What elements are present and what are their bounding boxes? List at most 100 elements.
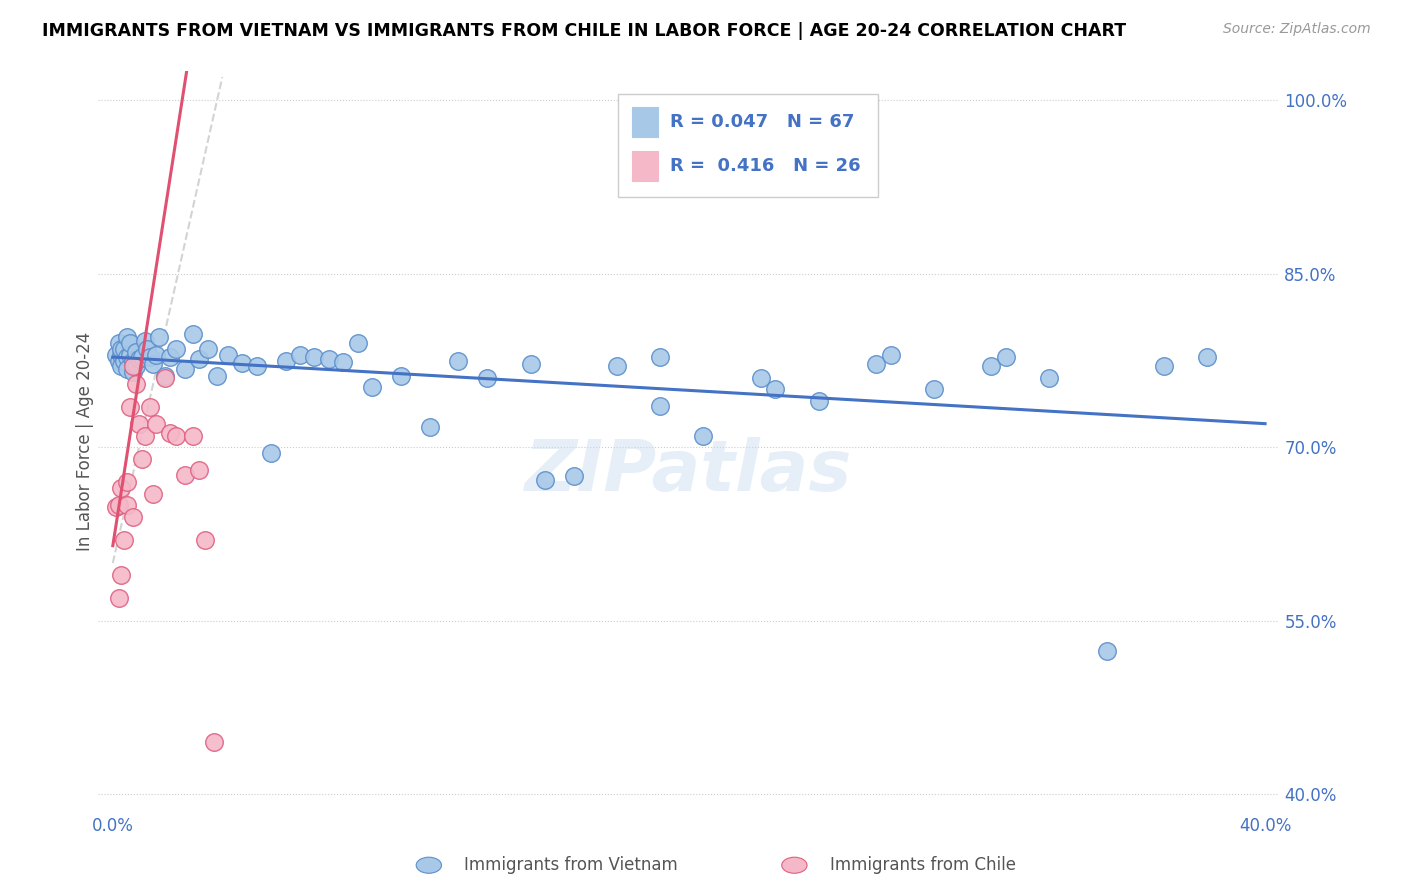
Point	[125, 345, 148, 359]
Point	[194, 533, 217, 547]
Point	[231, 356, 253, 370]
Point	[128, 417, 150, 432]
Point	[125, 359, 148, 374]
Bar	[633, 107, 658, 136]
Point	[274, 353, 297, 368]
Point	[110, 359, 132, 374]
Point	[107, 353, 129, 368]
Point	[110, 342, 132, 356]
Point	[763, 383, 786, 397]
Point	[115, 498, 138, 512]
Point	[477, 371, 499, 385]
Point	[879, 348, 901, 362]
Point	[650, 399, 672, 413]
Point	[447, 353, 470, 368]
Point	[122, 509, 145, 524]
Point	[562, 469, 585, 483]
Y-axis label: In Labor Force | Age 20-24: In Labor Force | Age 20-24	[76, 332, 94, 551]
Point	[120, 400, 142, 414]
Point	[217, 348, 239, 362]
Text: R =  0.416   N = 26: R = 0.416 N = 26	[671, 157, 860, 175]
Point	[1095, 644, 1118, 658]
Point	[142, 357, 165, 371]
Point	[183, 429, 205, 443]
Point	[115, 361, 138, 376]
Point	[188, 352, 211, 367]
Point	[104, 348, 127, 362]
Point	[107, 591, 129, 605]
Point	[136, 342, 159, 356]
Point	[142, 486, 165, 500]
Point	[188, 463, 211, 477]
Point	[749, 371, 772, 385]
FancyBboxPatch shape	[619, 94, 877, 197]
Point	[115, 330, 138, 344]
Point	[361, 380, 384, 394]
Text: Immigrants from Vietnam: Immigrants from Vietnam	[464, 856, 678, 874]
Point	[1038, 371, 1060, 385]
Point	[606, 359, 628, 374]
Point	[134, 334, 156, 348]
Point	[128, 352, 150, 367]
Point	[650, 350, 672, 364]
Point	[173, 468, 195, 483]
Text: IMMIGRANTS FROM VIETNAM VS IMMIGRANTS FROM CHILE IN LABOR FORCE | AGE 20-24 CORR: IMMIGRANTS FROM VIETNAM VS IMMIGRANTS FR…	[42, 22, 1126, 40]
Point	[110, 567, 132, 582]
Bar	[633, 152, 658, 181]
Point	[288, 348, 311, 362]
Point	[165, 342, 187, 356]
Point	[134, 429, 156, 443]
Point	[112, 533, 135, 547]
Point	[1197, 350, 1219, 364]
Text: ZIPatlas: ZIPatlas	[526, 437, 852, 506]
Point	[807, 394, 830, 409]
Point	[107, 498, 129, 512]
Point	[1153, 359, 1175, 374]
Point	[107, 336, 129, 351]
Point	[922, 383, 945, 397]
Text: R = 0.047   N = 67: R = 0.047 N = 67	[671, 112, 855, 131]
Circle shape	[416, 857, 441, 873]
Point	[115, 350, 138, 364]
Point	[159, 426, 181, 441]
Point	[148, 330, 170, 344]
Point	[865, 357, 887, 371]
Text: Immigrants from Chile: Immigrants from Chile	[830, 856, 1015, 874]
Point	[139, 400, 162, 414]
Point	[692, 429, 714, 443]
Point	[205, 368, 228, 383]
Point	[131, 350, 153, 364]
Point	[519, 357, 541, 371]
Point	[183, 326, 205, 341]
Point	[153, 371, 176, 385]
Point	[115, 475, 138, 489]
Point	[110, 481, 132, 495]
Point	[112, 353, 135, 368]
Point	[165, 429, 187, 443]
Point	[260, 446, 283, 460]
Point	[173, 361, 195, 376]
Point	[332, 355, 354, 369]
Text: Source: ZipAtlas.com: Source: ZipAtlas.com	[1223, 22, 1371, 37]
Point	[980, 359, 1002, 374]
Point	[139, 350, 162, 364]
Point	[159, 350, 181, 364]
Point	[994, 350, 1017, 364]
Point	[122, 359, 145, 374]
Point	[318, 352, 340, 367]
Circle shape	[782, 857, 807, 873]
Point	[120, 348, 142, 362]
Point	[197, 342, 219, 356]
Point	[145, 417, 167, 432]
Point	[122, 353, 145, 368]
Point	[419, 419, 441, 434]
Point	[346, 336, 368, 351]
Point	[131, 451, 153, 466]
Point	[153, 368, 176, 383]
Point	[110, 348, 132, 362]
Point	[120, 336, 142, 351]
Point	[122, 365, 145, 379]
Point	[104, 500, 127, 515]
Point	[389, 368, 412, 383]
Point	[112, 342, 135, 356]
